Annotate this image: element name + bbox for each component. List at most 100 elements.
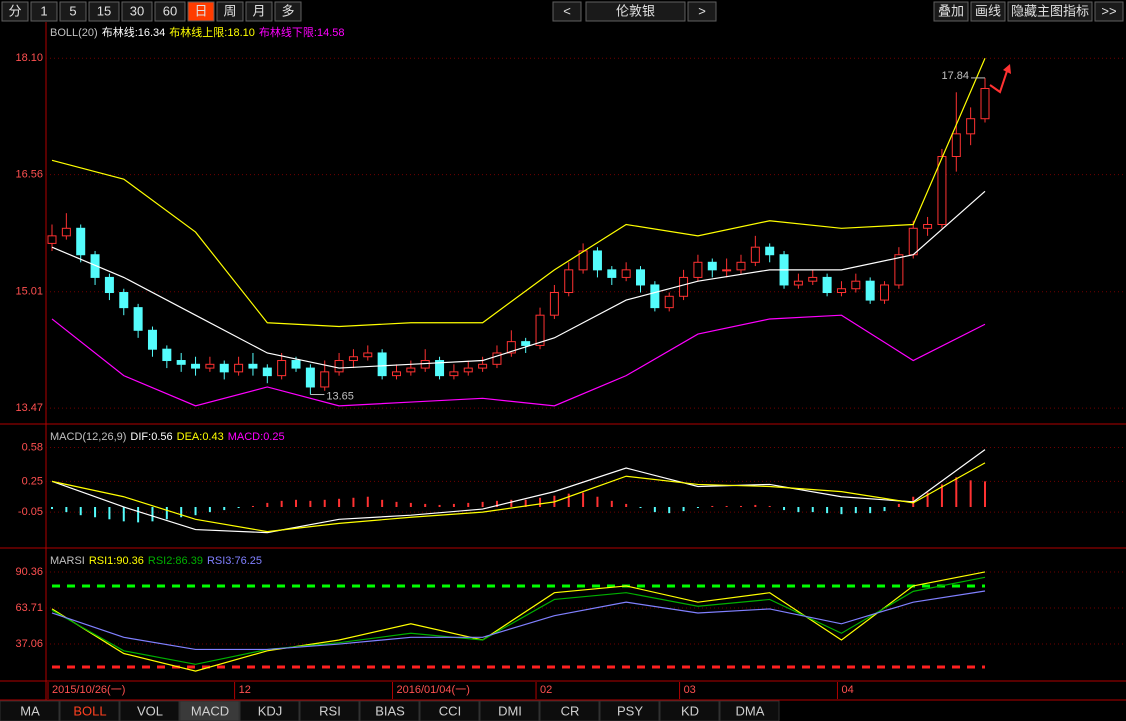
candle-body [205,363,215,369]
indicator-line [51,571,986,672]
toolbar-button[interactable] [121,1,153,22]
toolbar-button[interactable] [1007,1,1093,22]
candle-body [119,292,129,309]
candle-body [348,356,358,362]
toolbar-button[interactable] [933,1,969,22]
candle-body [219,363,229,373]
tab-label: DMA [736,703,765,718]
candle-body [535,314,545,346]
indicator-tab[interactable] [719,700,780,721]
candle-body [793,280,803,286]
indicator-line [51,576,986,665]
readout-value: 86.39 [175,555,203,567]
toolbar-label: < [563,3,571,18]
candle-body [808,276,818,282]
indicator-tab[interactable] [299,700,360,721]
toolbar-label: 月 [252,3,265,18]
readout-label: 布林线: [102,25,138,39]
toolbar-label: 日 [194,3,207,18]
candle-body [621,269,631,278]
readout-label: RSI1: [89,555,117,567]
candle-body [822,276,832,294]
tab-label: BIAS [375,703,405,718]
candle-body [277,360,287,377]
toolbar-label: 伦敦银 [616,3,655,18]
candle-body [765,246,775,256]
indicator-tab[interactable] [599,700,660,721]
date-label: 02 [540,684,552,696]
toolbar-button[interactable] [30,1,58,22]
indicator-tab[interactable] [239,700,300,721]
indicator-tab[interactable] [119,700,180,721]
candle-body [363,352,373,358]
candle-body [320,371,330,388]
date-label: 2015/10/26(一) [52,684,125,696]
indicator-tab[interactable] [539,700,600,721]
readout-value: 16.34 [138,27,166,39]
candle-body [147,329,157,350]
toolbar-label: 多 [281,3,294,18]
y-tick-label: 63.71 [15,602,43,614]
tab-label: PSY [617,703,643,718]
candle-body [104,276,114,294]
candle-body [291,360,301,369]
indicator-tab[interactable] [419,700,480,721]
toolbar-button[interactable] [59,1,87,22]
indicator-line [51,190,986,369]
candle-body [420,360,430,369]
indicator-tab[interactable] [0,700,60,721]
toolbar-button[interactable] [187,1,215,22]
toolbar-label: 1 [40,3,47,18]
date-label: 12 [239,684,251,696]
toolbar-button[interactable] [1,1,29,22]
toolbar-button[interactable] [88,1,120,22]
candle-body [592,250,602,271]
tab-label: MA [20,703,40,718]
toolbar-button[interactable] [585,1,686,22]
toolbar-button[interactable] [552,1,582,22]
candle-body [937,156,947,226]
candle-body [851,280,861,290]
toolbar-button[interactable] [216,1,244,22]
indicator-tab[interactable] [479,700,540,721]
indicator-tab[interactable] [359,700,420,721]
readout-label: RSI2: [148,555,176,567]
readout-value: 0.56 [151,431,172,443]
candle-body [607,269,617,278]
trend-arrow-head [1003,64,1011,74]
toolbar-button[interactable] [970,1,1006,22]
candle-body [750,246,760,263]
indicator-name: MACD(12,26,9) [50,431,126,443]
candle-body [880,284,890,301]
toolbar-button[interactable] [1094,1,1124,22]
readout-value: 0.43 [202,431,223,443]
toolbar-label: 5 [69,3,76,18]
candle-body [650,284,660,309]
toolbar-button[interactable] [687,1,717,22]
toolbar-button[interactable] [245,1,273,22]
indicator-name: BOLL(20) [50,27,98,39]
indicator-tab[interactable] [179,700,240,721]
toolbar-label: 叠加 [938,3,964,18]
candle-body [707,261,717,271]
candle-body [133,307,143,331]
candle-body [377,352,387,377]
indicator-tab[interactable] [659,700,720,721]
y-tick-label: 13.47 [15,402,43,414]
tab-label: CCI [439,703,461,718]
candle-body [162,348,172,362]
candle-body [521,341,531,346]
toolbar-button[interactable] [154,1,186,22]
candle-body [478,363,488,369]
candle-body [923,224,933,229]
toolbar-label: 分 [8,3,21,18]
candle-body [679,276,689,297]
toolbar-button[interactable] [274,1,302,22]
candle-body [248,363,258,369]
readout-label: DIF: [130,431,151,443]
indicator-tab[interactable] [59,700,120,721]
tab-label: KDJ [258,703,283,718]
candle-body [90,254,100,278]
